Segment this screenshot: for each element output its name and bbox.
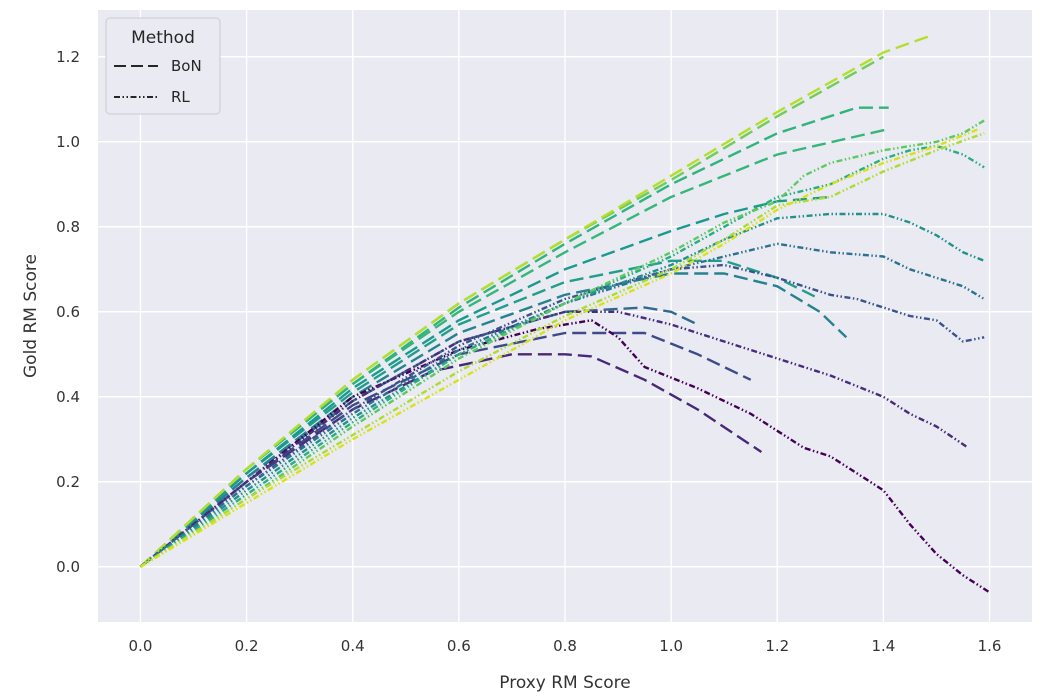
x-tick-label: 0.6 [447,637,471,655]
series-line-rl-15 [139,144,985,568]
grid [98,10,1032,622]
x-tick-labels: 0.0 0.2 0.4 0.6 0.8 1.0 1.2 1.4 1.6 [129,637,1002,655]
x-tick-label: 0.0 [129,637,153,655]
x-axis-label: Proxy RM Score [499,673,630,693]
y-tick-label: 0.6 [56,303,80,321]
x-tick-label: 1.2 [765,637,789,655]
legend-label-rl: RL [171,88,190,106]
y-tick-label: 0.4 [56,388,80,406]
series-line-rl-12 [139,263,985,568]
series-line-rl-13 [139,242,985,568]
y-axis-label: Gold RM Score [21,254,41,378]
series-line-bon-1 [139,331,752,568]
series-line-bon-9 [139,34,932,568]
legend-label-bon: BoN [171,57,202,75]
x-tick-label: 1.0 [659,637,683,655]
series-line-bon-5 [139,195,831,568]
x-tick-label: 1.6 [978,637,1002,655]
series-line-rl-14 [139,212,985,568]
y-tick-label: 1.0 [56,133,80,151]
x-tick-label: 0.8 [553,637,577,655]
y-tick-labels: 0.0 0.2 0.4 0.6 0.8 1.0 1.2 [56,48,80,576]
x-tick-label: 1.4 [871,637,895,655]
legend-title: Method [131,28,195,48]
legend: Method BoN RL [105,17,221,115]
x-tick-label: 0.2 [235,637,259,655]
legend-box [105,17,221,115]
series-line-rl-11 [139,310,969,568]
y-tick-label: 0.2 [56,473,80,491]
y-tick-label: 0.8 [56,218,80,236]
x-tick-label: 0.4 [341,637,365,655]
y-tick-label: 0.0 [56,558,80,576]
y-tick-label: 1.2 [56,48,80,66]
series-line-rl-17 [139,132,985,568]
series-line-bon-0 [139,353,763,568]
series-layer [139,34,991,594]
